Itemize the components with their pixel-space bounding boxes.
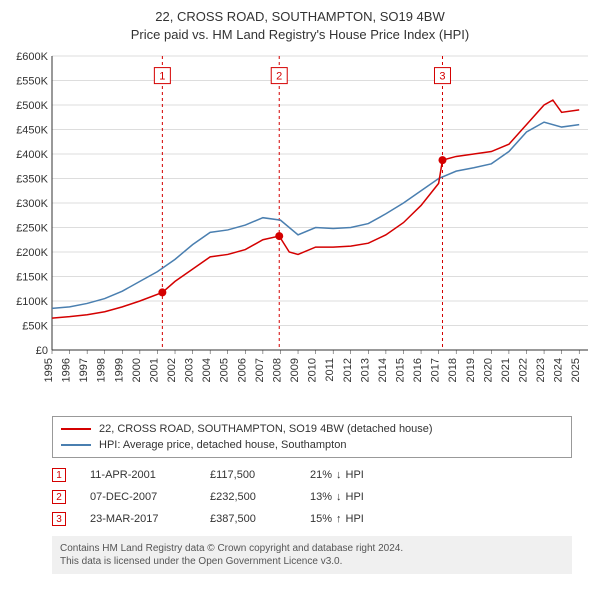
arrow-up-icon: ↑ xyxy=(336,513,342,525)
callout-price: £232,500 xyxy=(210,491,310,503)
y-tick-label: £300K xyxy=(16,198,48,210)
arrow-down-icon: ↓ xyxy=(336,469,342,481)
arrow-down-icon: ↓ xyxy=(336,491,342,503)
x-tick-label: 2024 xyxy=(553,358,565,382)
callout-delta: 21% ↓ HPI xyxy=(310,469,420,481)
callout-delta: 13% ↓ HPI xyxy=(310,491,420,503)
x-tick-label: 2008 xyxy=(271,358,283,382)
legend-label: HPI: Average price, detached house, Sout… xyxy=(99,439,346,451)
callout-date: 23-MAR-2017 xyxy=(90,513,210,525)
x-tick-label: 2022 xyxy=(517,358,529,382)
x-tick-label: 2000 xyxy=(131,358,143,382)
y-tick-label: £50K xyxy=(22,321,48,333)
x-tick-label: 2001 xyxy=(148,358,160,382)
legend-row-hpi: HPI: Average price, detached house, Sout… xyxy=(61,437,563,453)
x-tick-label: 1999 xyxy=(113,358,125,382)
y-tick-label: £400K xyxy=(16,149,48,161)
callout-box-label: 2 xyxy=(276,71,282,83)
y-tick-label: £150K xyxy=(16,272,48,284)
y-tick-label: £350K xyxy=(16,174,48,186)
x-tick-label: 1997 xyxy=(78,358,90,382)
chart-area: £0 £50K £100K £150K £200K £250K £300K £350K £400… xyxy=(8,50,592,410)
callout-point xyxy=(438,157,446,165)
x-tick-label: 2018 xyxy=(447,358,459,382)
callout-point xyxy=(275,232,283,240)
callout-marker: 3 xyxy=(52,512,66,526)
x-tick-label: 2015 xyxy=(394,358,406,382)
y-tick-label: £250K xyxy=(16,223,48,235)
x-tick-label: 2007 xyxy=(254,358,266,382)
callout-table: 1 11-APR-2001£117,50021% ↓ HPI 2 07-DEC-200… xyxy=(52,464,572,530)
attribution-box: Contains HM Land Registry data © Crown c… xyxy=(52,536,572,574)
x-tick-label: 2005 xyxy=(219,358,231,382)
x-tick-label: 2020 xyxy=(482,358,494,382)
callout-price: £117,500 xyxy=(210,469,310,481)
callout-marker: 1 xyxy=(52,468,66,482)
x-tick-label: 2014 xyxy=(377,358,389,382)
x-tick-label: 2004 xyxy=(201,358,213,382)
attribution-line: Contains HM Land Registry data © Crown c… xyxy=(60,542,564,555)
legend-swatch xyxy=(61,444,91,446)
y-tick-label: £100K xyxy=(16,296,48,308)
legend-label: 22, CROSS ROAD, SOUTHAMPTON, SO19 4BW (d… xyxy=(99,423,433,435)
callout-price: £387,500 xyxy=(210,513,310,525)
callout-box-label: 1 xyxy=(159,71,165,83)
x-tick-label: 2013 xyxy=(359,358,371,382)
x-tick-label: 2010 xyxy=(307,358,319,382)
x-tick-label: 2011 xyxy=(324,358,336,382)
x-tick-label: 2019 xyxy=(465,358,477,382)
legend-box: 22, CROSS ROAD, SOUTHAMPTON, SO19 4BW (d… xyxy=(52,416,572,458)
callout-delta: 15% ↑ HPI xyxy=(310,513,420,525)
x-tick-label: 2006 xyxy=(236,358,248,382)
x-tick-label: 2002 xyxy=(166,358,178,382)
x-tick-label: 2025 xyxy=(570,358,582,382)
y-tick-label: £0 xyxy=(36,345,48,357)
legend-swatch xyxy=(61,428,91,430)
chart-title-block: 22, CROSS ROAD, SOUTHAMPTON, SO19 4BW Pr… xyxy=(8,8,592,44)
title-subtitle: Price paid vs. HM Land Registry's House … xyxy=(8,26,592,44)
x-tick-label: 2003 xyxy=(184,358,196,382)
callout-marker: 2 xyxy=(52,490,66,504)
attribution-line: This data is licensed under the Open Gov… xyxy=(60,555,564,568)
y-tick-label: £600K xyxy=(16,51,48,63)
callout-date: 11-APR-2001 xyxy=(90,469,210,481)
y-tick-label: £500K xyxy=(16,100,48,112)
x-tick-label: 1998 xyxy=(96,358,108,382)
y-tick-label: £200K xyxy=(16,247,48,259)
y-tick-label: £550K xyxy=(16,76,48,88)
chart-svg: £0 £50K £100K £150K £200K £250K £300K £350K £400… xyxy=(8,50,592,410)
x-tick-label: 2012 xyxy=(342,358,354,382)
callout-date: 07-DEC-2007 xyxy=(90,491,210,503)
callout-box-label: 3 xyxy=(439,71,445,83)
x-tick-label: 2023 xyxy=(535,358,547,382)
legend-row-price-paid: 22, CROSS ROAD, SOUTHAMPTON, SO19 4BW (d… xyxy=(61,421,563,437)
title-address: 22, CROSS ROAD, SOUTHAMPTON, SO19 4BW xyxy=(8,8,592,26)
callout-point xyxy=(158,289,166,297)
x-tick-label: 2017 xyxy=(430,358,442,382)
y-tick-label: £450K xyxy=(16,125,48,137)
callout-row: 2 07-DEC-2007£232,50013% ↓ HPI xyxy=(52,486,572,508)
x-tick-label: 1995 xyxy=(43,358,55,382)
callout-row: 1 11-APR-2001£117,50021% ↓ HPI xyxy=(52,464,572,486)
x-tick-label: 2009 xyxy=(289,358,301,382)
x-tick-label: 1996 xyxy=(61,358,73,382)
x-tick-label: 2021 xyxy=(500,358,512,382)
x-tick-label: 2016 xyxy=(412,358,424,382)
callout-row: 3 23-MAR-2017£387,50015% ↑ HPI xyxy=(52,508,572,530)
